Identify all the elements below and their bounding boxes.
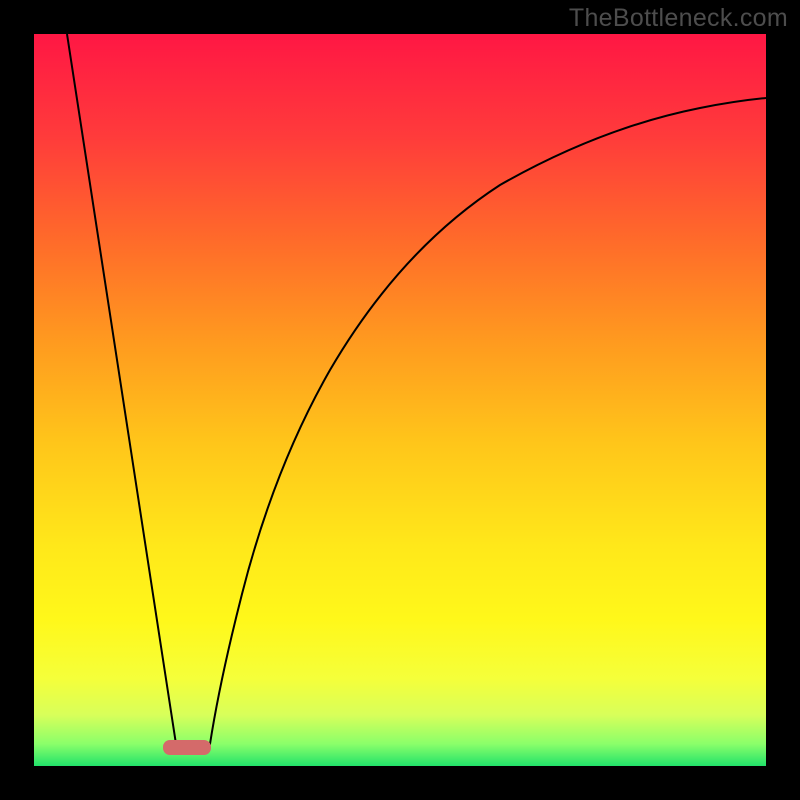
minimum-marker [163, 740, 211, 755]
watermark-text: TheBottleneck.com [569, 4, 788, 33]
chart-svg [0, 0, 800, 800]
chart-container: TheBottleneck.com [0, 0, 800, 800]
plot-background [34, 34, 766, 766]
